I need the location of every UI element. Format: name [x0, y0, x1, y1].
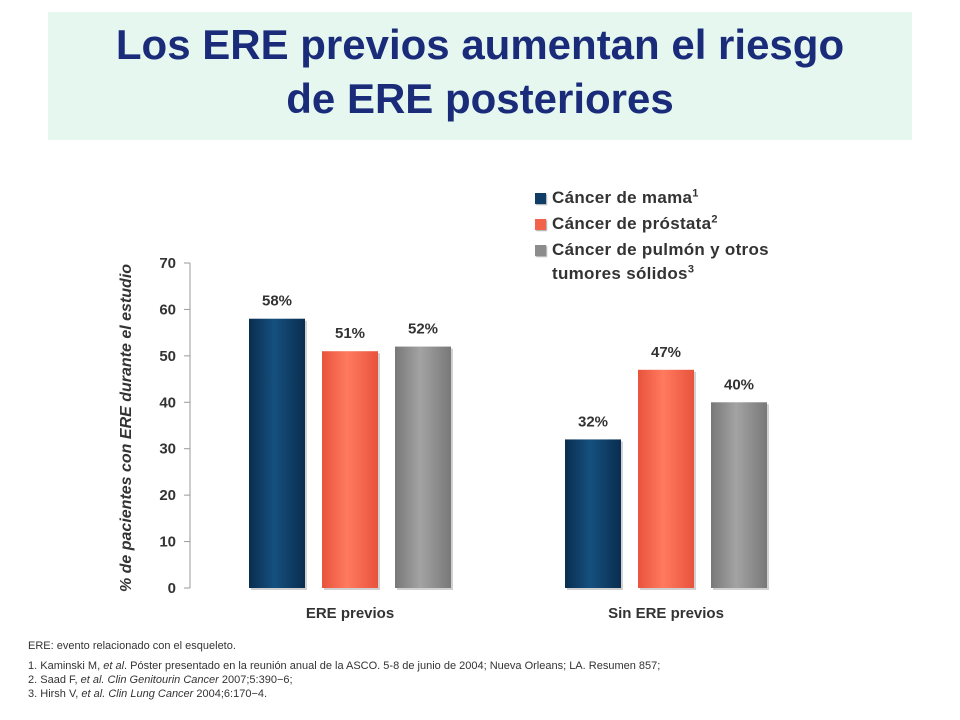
- x-category-label: ERE previos: [306, 605, 394, 622]
- bar: [322, 351, 378, 588]
- legend-label: Cáncer de pulmón y otros tumores sólidos: [552, 240, 769, 283]
- footnotes: ERE: evento relacionado con el esqueleto…: [28, 640, 660, 701]
- legend-ref: 3: [687, 263, 695, 276]
- legend-item-breast: Cáncer de mama1: [535, 186, 842, 212]
- y-tick-label: 50: [159, 348, 176, 365]
- legend-item-lung: Cáncer de pulmón y otros tumores sólidos…: [535, 238, 842, 286]
- y-tick-label: 40: [159, 394, 176, 411]
- data-labels: 58% 51% 52% 32% 47% 40%: [262, 293, 754, 431]
- legend-label: Cáncer de próstata: [552, 214, 712, 233]
- slide-title-line-2: de ERE posteriores: [286, 75, 674, 122]
- bar: [249, 318, 305, 588]
- bar: [638, 369, 694, 588]
- legend-item-prostate: Cáncer de próstata2: [535, 212, 842, 238]
- legend-label: Cáncer de mama: [552, 188, 693, 207]
- footnote-ref-2: 2. Saad F, et al. Clin Genitourin Cancer…: [28, 674, 293, 686]
- bar: [395, 346, 451, 588]
- y-axis-title: % de pacientes con ERE durante el estudi…: [118, 264, 135, 592]
- bars: [249, 318, 769, 590]
- data-label: 52%: [408, 321, 438, 338]
- chart-legend: Cáncer de mama1 Cáncer de próstata2 Cánc…: [535, 186, 842, 286]
- footnote-ref-3: 3. Hirsh V, et al. Clin Lung Cancer 2004…: [28, 688, 268, 700]
- data-label: 58%: [262, 293, 292, 310]
- data-label: 40%: [724, 376, 754, 393]
- data-label: 51%: [335, 325, 365, 342]
- legend-ref: 1: [692, 187, 699, 200]
- footnote-ref-1: 1. Kaminski M, et al. Póster presentado …: [28, 660, 661, 672]
- y-tick-label: 60: [159, 301, 176, 318]
- y-tick-label: 10: [159, 534, 176, 551]
- slide-title: Los ERE previos aumentan el riesgo de ER…: [48, 18, 912, 126]
- x-category-label: Sin ERE previos: [608, 605, 724, 622]
- data-label: 32%: [578, 413, 608, 430]
- legend-ref: 2: [711, 213, 718, 226]
- y-tick-label: 0: [168, 580, 176, 597]
- y-axis: 0 10 20 30 40 50 60 70 ERE previos Sin ERE previo…: [159, 255, 724, 622]
- y-tick-label: 20: [159, 487, 176, 504]
- y-tick-label: 70: [159, 255, 176, 272]
- footnote-abbreviation: ERE: evento relacionado con el esqueleto…: [28, 640, 236, 652]
- legend-swatch-icon: [535, 245, 546, 256]
- y-tick-label: 30: [159, 441, 176, 458]
- data-label: 47%: [651, 344, 681, 361]
- legend-swatch-icon: [535, 193, 546, 204]
- bar: [711, 402, 767, 588]
- legend-swatch-icon: [535, 219, 546, 230]
- title-banner: [48, 12, 912, 140]
- slide-title-line-1: Los ERE previos aumentan el riesgo: [115, 21, 845, 68]
- bar: [565, 439, 621, 588]
